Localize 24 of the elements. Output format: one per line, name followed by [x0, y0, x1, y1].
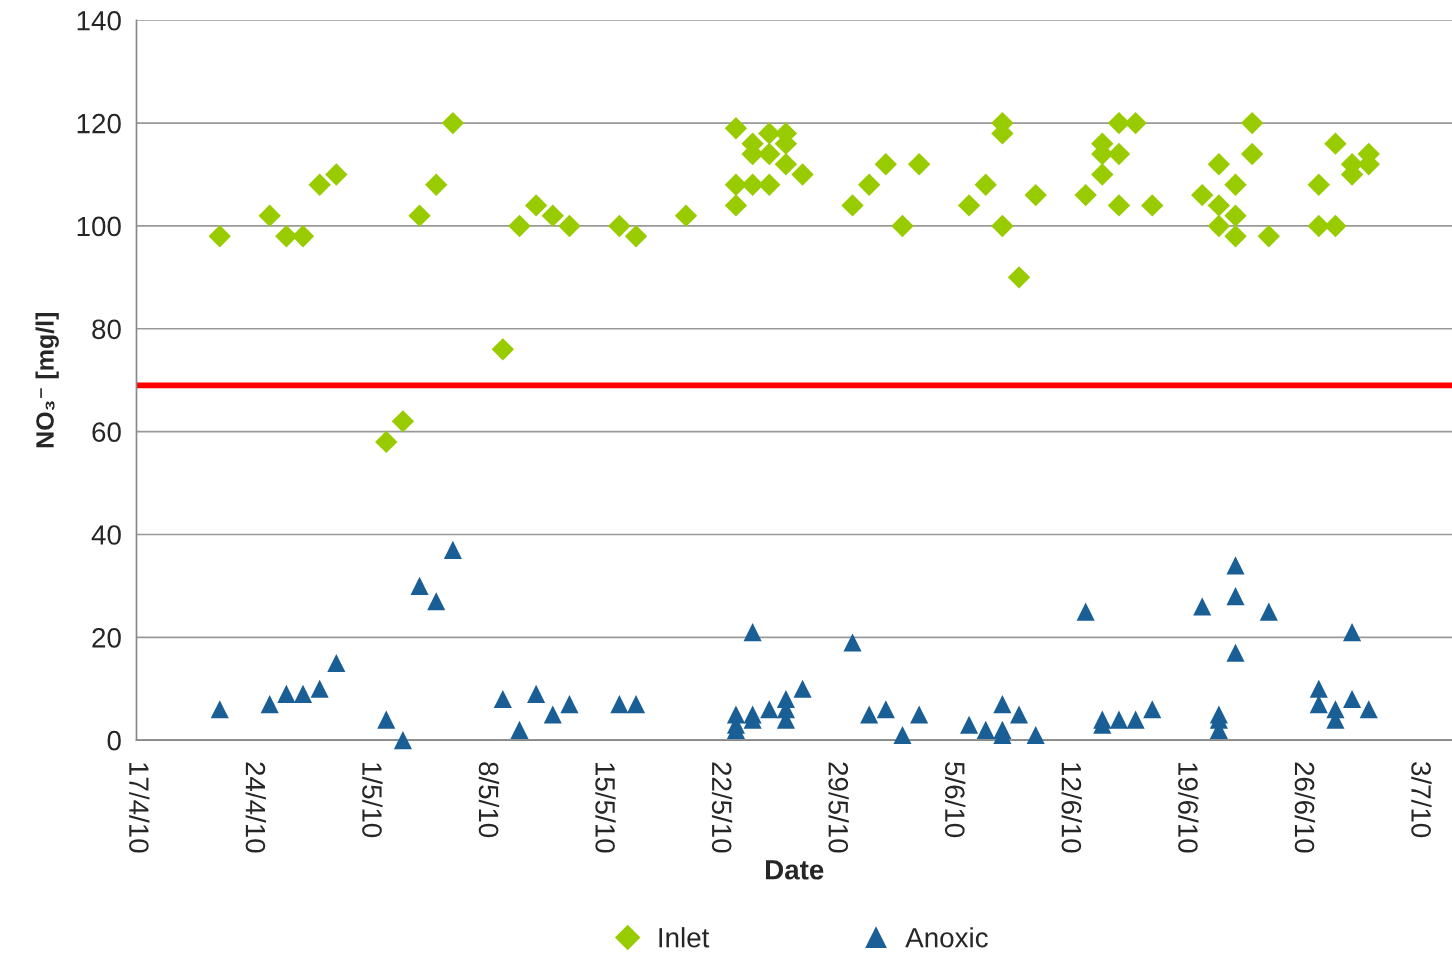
x-axis-title: Date	[766, 860, 824, 880]
legend-label: Anoxic	[905, 927, 988, 948]
x-tick-label: 3/7/10	[1411, 762, 1432, 838]
x-tick-label: 22/5/10	[711, 762, 733, 853]
y-tick-label: 40	[91, 525, 121, 545]
x-tick-label: 17/4/10	[129, 763, 150, 853]
x-tick-label: 1/5/10	[362, 763, 383, 838]
legend-label: Inlet	[659, 927, 710, 948]
x-tick-label: 5/6/10	[944, 762, 966, 838]
x-tick-label: 12/6/10	[1061, 763, 1082, 853]
x-tick-label: 19/6/10	[1178, 763, 1199, 853]
y-tick-label: 60	[92, 422, 121, 442]
y-tick-label: 20	[92, 627, 121, 648]
x-tick-label: 8/5/10	[478, 762, 500, 838]
x-tick-label: 26/6/10	[1294, 762, 1316, 853]
y-tick-label: 120	[77, 113, 121, 134]
y-axis-title: NO₃⁻ [mg/l]	[35, 312, 59, 448]
y-tick-label: 100	[77, 216, 121, 237]
x-tick-label: 24/4/10	[245, 762, 266, 853]
y-tick-label: 80	[92, 319, 121, 340]
x-tick-label: 15/5/10	[595, 763, 616, 853]
y-tick-label: 140	[77, 10, 121, 31]
x-tick-label: 29/5/10	[828, 762, 849, 853]
y-tick-label: 0	[107, 730, 121, 751]
